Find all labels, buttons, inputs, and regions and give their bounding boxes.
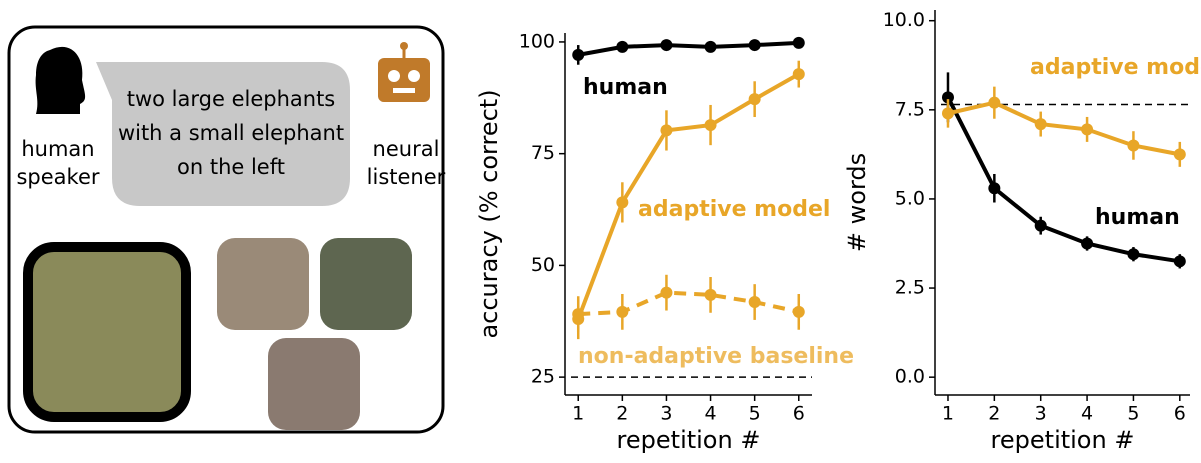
series-label: adaptive model [638,197,830,222]
x-tick-label: 1 [942,403,954,425]
utterance: with a small elephant [118,121,344,145]
data-point [988,182,1000,194]
listener-label: listener [367,165,446,189]
figure: two large elephants with a small elephan… [0,0,1201,459]
y-tick-label: 7.5 [895,98,925,120]
x-tick-label: 2 [988,403,1000,425]
speaker-label: speaker [16,165,99,189]
data-point [705,119,717,131]
y-tick-label: 2.5 [895,277,925,299]
x-tick-label: 3 [1035,403,1047,425]
data-point [572,49,584,61]
data-point [616,306,628,318]
data-point [660,287,672,299]
page: two large elephants with a small elephan… [0,0,1201,463]
data-point [1081,123,1093,135]
target-image [28,247,186,417]
speaker-label: human [21,137,94,161]
x-tick-label: 5 [749,403,761,425]
data-point [749,39,761,51]
series-label: human [1095,205,1180,230]
data-point [616,196,628,208]
data-point [749,296,761,308]
data-point [705,41,717,53]
x-tick-label: 3 [660,403,672,425]
x-tick-label: 6 [1174,403,1186,425]
distractor-image [320,238,412,330]
series-line [948,103,1180,155]
distractor-image [217,238,309,330]
data-point [793,37,805,49]
series-line [578,293,799,314]
data-point [1174,148,1186,160]
data-point [793,68,805,80]
y-axis-title: # words [843,153,871,252]
y-tick-label: 100 [519,30,555,52]
data-point [1174,255,1186,267]
x-tick-label: 2 [616,403,628,425]
series-label: adaptive model [1030,55,1201,80]
y-tick-label: 0.0 [895,366,925,388]
data-point [572,308,584,320]
y-tick-label: 5.0 [895,187,925,209]
x-tick-label: 6 [793,403,805,425]
data-point [616,41,628,53]
y-tick-label: 25 [531,366,555,388]
data-point [793,306,805,318]
x-tick-label: 5 [1127,403,1139,425]
data-point [942,107,954,119]
utterance: on the left [177,155,285,179]
data-point [660,124,672,136]
listener-label: neural [373,137,440,161]
x-tick-label: 4 [1081,403,1093,425]
series-line [948,97,1180,261]
y-tick-label: 50 [531,254,555,276]
diagram-panel: two large elephants with a small elephan… [9,27,446,432]
data-point [1035,220,1047,232]
x-axis-title: repetition # [617,426,761,454]
x-tick-label: 1 [572,403,584,425]
data-point [1081,237,1093,249]
data-point [1035,118,1047,130]
distractor-image [268,338,360,430]
x-axis-title: repetition # [991,426,1135,454]
y-tick-label: 10.0 [883,9,925,31]
x-tick-label: 4 [705,403,717,425]
series-label: non-adaptive baseline [578,344,854,369]
data-point [749,93,761,105]
series-line [578,43,799,55]
data-point [988,97,1000,109]
data-point [1127,139,1139,151]
series-label: human [583,75,668,100]
data-point [660,39,672,51]
data-point [705,289,717,301]
data-point [1127,248,1139,260]
y-axis-title: accuracy (% correct) [475,89,503,338]
utterance: two large elephants [127,87,336,111]
y-tick-label: 75 [531,142,555,164]
speaker-icon [36,47,86,114]
